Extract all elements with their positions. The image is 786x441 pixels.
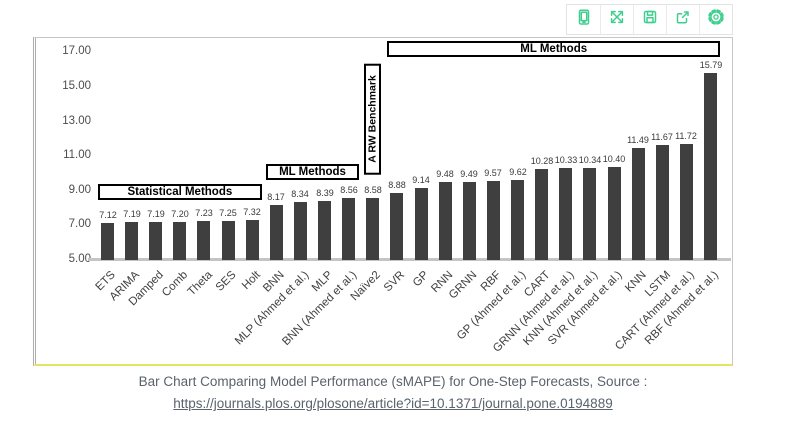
source-link[interactable]: https://journals.plos.org/plosone/articl…	[173, 396, 613, 411]
chart-panel: 5.00 7.00 9.00 11.00 13.00 15.00 17.00 7.12 ETS 7…	[33, 37, 733, 366]
bar[interactable]	[294, 202, 307, 260]
bar[interactable]	[125, 222, 138, 260]
bar[interactable]	[535, 168, 548, 260]
bar[interactable]	[366, 198, 379, 260]
bar-chart-plot-area: 5.00 7.00 9.00 11.00 13.00 15.00 17.00 7.12 ETS 7…	[36, 38, 732, 364]
bar-value-label: 9.49	[460, 169, 478, 180]
bar[interactable]	[608, 166, 621, 260]
mobile-preview-button[interactable]	[567, 5, 600, 34]
bar-value-label: 11.67	[651, 131, 673, 142]
x-axis-category-label: Comb	[160, 269, 191, 300]
bar[interactable]	[342, 198, 355, 260]
bar[interactable]	[101, 223, 114, 260]
bar-value-label: 7.25	[219, 208, 237, 219]
export-icon	[673, 7, 693, 32]
x-axis-category-label: Theta	[185, 269, 215, 299]
bar[interactable]	[222, 221, 235, 260]
bar[interactable]	[439, 182, 452, 260]
bar-value-label: 7.20	[171, 208, 189, 219]
bar-value-label: 7.19	[147, 209, 165, 220]
bar-value-label: 7.12	[99, 210, 117, 221]
bar-value-label: 11.49	[627, 134, 649, 145]
bar[interactable]	[149, 222, 162, 260]
bar[interactable]	[511, 180, 524, 260]
bar[interactable]	[632, 147, 645, 260]
bar[interactable]	[487, 180, 500, 260]
bar[interactable]	[704, 73, 717, 260]
bar-value-label: 8.88	[388, 179, 406, 190]
bar[interactable]	[415, 188, 428, 260]
bar-value-label: 7.23	[195, 208, 213, 219]
expand-icon	[607, 7, 627, 32]
x-axis-category-label: SVR	[382, 269, 408, 295]
bar-value-label: 9.48	[436, 169, 454, 180]
chart-caption-block: Bar Chart Comparing Model Performance (s…	[0, 374, 786, 411]
bar[interactable]	[270, 205, 283, 260]
bar[interactable]	[656, 144, 669, 260]
y-axis-tick-label: 17.00	[62, 45, 91, 58]
bar-value-label: 11.72	[675, 130, 697, 141]
bar-value-label: 8.17	[267, 192, 285, 203]
x-axis-category-label: Holt	[239, 269, 263, 292]
bar-value-label: 10.40	[602, 153, 626, 164]
bar[interactable]	[197, 221, 210, 260]
bar[interactable]	[583, 167, 596, 260]
bar[interactable]	[318, 201, 331, 260]
bar-value-label: 8.56	[340, 185, 358, 196]
y-axis-tick-label: 9.00	[68, 183, 91, 196]
bar[interactable]	[173, 221, 186, 260]
bar-value-label: 8.58	[364, 185, 382, 196]
annotation-box: ML Methods	[386, 40, 721, 57]
bar[interactable]	[246, 219, 259, 260]
x-axis-category-label: SES	[213, 269, 239, 294]
settings-button[interactable]	[699, 5, 732, 34]
bar-value-label: 10.28	[530, 155, 554, 166]
annotation-box: Statistical Methods	[97, 183, 263, 200]
save-icon	[640, 7, 660, 32]
y-axis-tick-label: 7.00	[68, 218, 91, 231]
bar[interactable]	[680, 143, 693, 260]
mobile-device-icon	[574, 7, 594, 32]
bar[interactable]	[390, 192, 403, 260]
chart-toolbar	[566, 4, 733, 35]
bar-value-label: 7.32	[243, 206, 261, 217]
annotation-box: ML Methods	[266, 163, 359, 180]
annotation-box-vertical: A RW Benchmark	[364, 63, 382, 175]
bar[interactable]	[463, 182, 476, 260]
bar-value-label: 8.39	[316, 188, 334, 199]
save-button[interactable]	[633, 5, 666, 34]
y-axis-tick-label: 5.00	[68, 253, 91, 265]
y-axis-tick-label: 13.00	[62, 114, 91, 127]
x-axis-line	[88, 258, 731, 261]
bar-value-label: 9.62	[509, 167, 527, 178]
bar-value-label: 15.79	[699, 60, 723, 71]
y-axis-tick-label: 15.00	[62, 80, 91, 92]
bar-value-label: 9.57	[484, 167, 502, 178]
bar-value-label: 10.33	[554, 154, 578, 165]
y-axis-tick-label: 11.00	[63, 149, 91, 162]
bar-value-label: 8.34	[291, 189, 309, 200]
expand-button[interactable]	[600, 5, 633, 34]
chart-caption: Bar Chart Comparing Model Performance (s…	[138, 374, 648, 389]
bar[interactable]	[559, 167, 572, 260]
bar-value-label: 7.19	[123, 209, 141, 220]
export-button[interactable]	[666, 5, 699, 34]
bar-value-label: 10.34	[578, 154, 602, 165]
bar-value-label: 9.14	[412, 175, 430, 186]
settings-gear-icon	[706, 7, 726, 32]
